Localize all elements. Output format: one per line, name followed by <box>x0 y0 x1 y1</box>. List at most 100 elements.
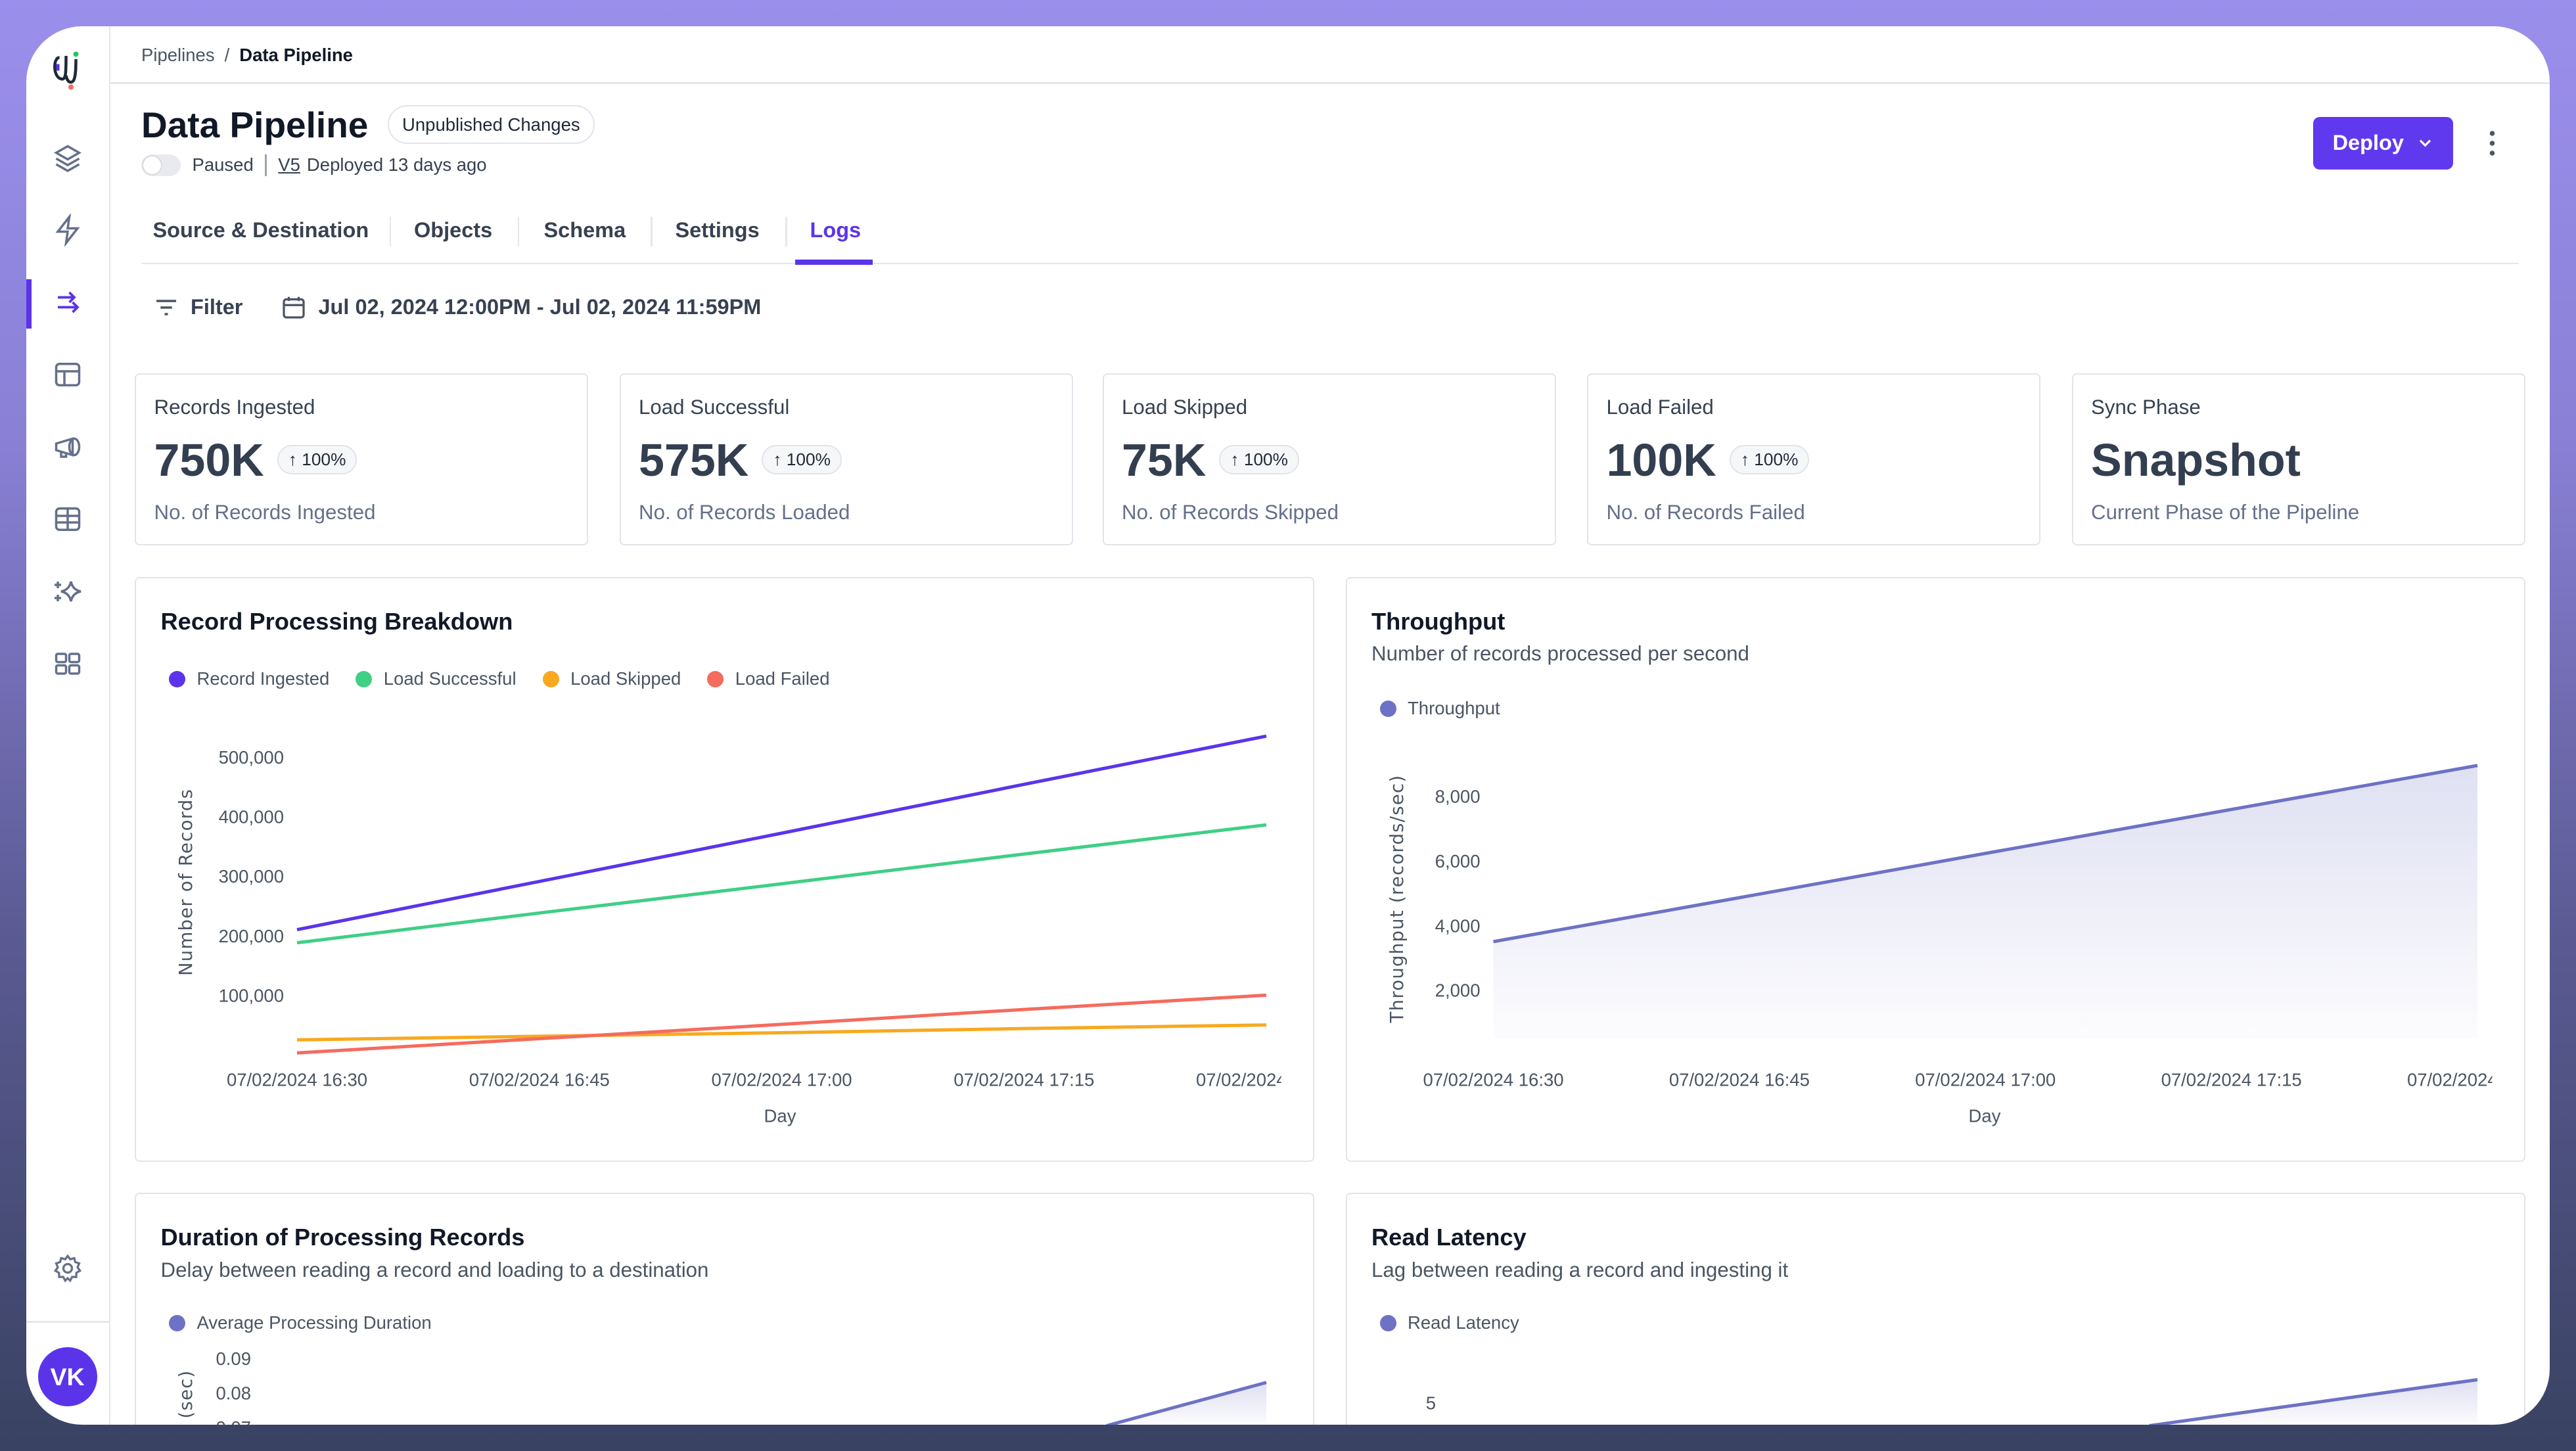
stat-subtitle: Current Phase of the Pipeline <box>2091 501 2360 524</box>
filter-icon <box>156 299 176 315</box>
chart-title: Duration of Processing Records <box>160 1224 525 1251</box>
bolt-icon[interactable] <box>51 214 84 246</box>
stat-subtitle: No. of Records Failed <box>1606 501 1805 524</box>
tab-logs[interactable]: Logs <box>810 218 862 242</box>
record-breakdown-chart: 100,000 200,000 300,000 400,000 500,000 07/02… <box>175 734 1313 1126</box>
chart-subtitle: Number of records processed per second <box>1371 642 1749 665</box>
y-axis-label: Throughput (records/sec) <box>1387 774 1408 1023</box>
stat-value: 575K <box>639 434 749 486</box>
legend-label: Load Failed <box>735 668 830 689</box>
read-latency-card: Read Latency Lag between reading a recor… <box>1345 1193 2525 1425</box>
more-options-icon[interactable] <box>2481 127 2504 160</box>
megaphone-icon[interactable] <box>51 430 84 463</box>
stat-subtitle: No. of Records Loaded <box>639 501 850 524</box>
duration-card: Duration of Processing Records Delay bet… <box>135 1193 1314 1425</box>
legend-label: Record Ingested <box>196 668 330 689</box>
tab-schema[interactable]: Schema <box>543 218 626 242</box>
status-divider <box>265 154 267 176</box>
change-value: 100% <box>302 449 346 469</box>
logo-icon[interactable] <box>51 49 84 92</box>
stat-card: Sync Phase Snapshot Current Phase of the… <box>2071 373 2525 545</box>
legend-item[interactable]: Load Skipped <box>542 668 681 689</box>
legend-item[interactable]: Throughput <box>1379 698 1500 719</box>
status-text: Paused <box>192 154 254 175</box>
calendar-icon <box>283 296 305 319</box>
x-axis-label: Day <box>1968 1105 2000 1126</box>
date-range-text: Jul 02, 2024 12:00PM - Jul 02, 2024 11:5… <box>318 295 762 319</box>
sidebar: VK <box>26 26 110 1425</box>
filter-button[interactable]: Filter <box>153 294 242 321</box>
status-row: Paused V5 Deployed 13 days ago <box>141 154 487 176</box>
legend-item[interactable]: Load Successful <box>356 668 517 689</box>
tab-divider <box>389 217 391 246</box>
legend-item[interactable]: Load Failed <box>707 668 830 689</box>
legend-swatch <box>542 670 559 687</box>
layout-icon[interactable] <box>51 358 84 391</box>
stat-subtitle: No. of Records Skipped <box>1122 501 1339 524</box>
duration-chart: 0.07 0.08 0.09 Duration (sec) <box>175 1348 1267 1425</box>
y-tick-label: 0.09 <box>216 1348 251 1369</box>
chart-legend: Record Ingested Load Successful Load Skipp… <box>169 668 830 689</box>
x-tick-label: 07/02/2024 16:30 <box>227 1069 367 1090</box>
deployed-text: Deployed 13 days ago <box>306 154 487 175</box>
chart-subtitle: Delay between reading a record and loadi… <box>160 1258 709 1281</box>
sparkle-icon[interactable] <box>51 575 84 608</box>
pause-toggle[interactable] <box>141 154 181 176</box>
apps-grid-icon[interactable] <box>51 647 84 680</box>
deploy-button[interactable]: Deploy <box>2313 116 2453 170</box>
chart-title: Record Processing Breakdown <box>160 607 513 635</box>
y-tick-label: 0.08 <box>216 1383 251 1404</box>
table-icon[interactable] <box>51 503 84 536</box>
area-fill <box>1493 765 2477 1038</box>
arrow-up-icon: ↑ <box>288 449 297 469</box>
throughput-card: Throughput Number of records processed p… <box>1345 576 2525 1162</box>
chart-legend: Read Latency <box>1379 1312 1519 1333</box>
stat-value: 100K <box>1606 434 1716 486</box>
y-tick-label: 6,000 <box>1435 850 1480 871</box>
active-indicator <box>26 279 32 329</box>
version-link[interactable]: V5 <box>278 154 300 175</box>
change-badge: ↑ 100% <box>762 445 842 474</box>
legend-swatch <box>169 670 185 687</box>
label-clip-mask <box>1281 1066 1313 1092</box>
sidebar-divider <box>26 1321 110 1323</box>
stat-subtitle: No. of Records Ingested <box>154 501 376 524</box>
x-tick-label: 07/02/2024 16:45 <box>1668 1069 1809 1090</box>
legend-swatch <box>1379 1314 1396 1331</box>
chart-legend: Throughput <box>1379 698 1500 719</box>
series-line-average-processing-duration <box>1106 1381 1267 1425</box>
tab-settings[interactable]: Settings <box>675 218 760 242</box>
legend-label: Load Skipped <box>570 668 681 689</box>
layers-icon[interactable] <box>51 141 84 174</box>
date-range-picker[interactable]: Jul 02, 2024 12:00PM - Jul 02, 2024 11:5… <box>281 294 761 321</box>
change-badge: ↑ 100% <box>1219 445 1299 474</box>
stat-label: Records Ingested <box>154 396 315 419</box>
legend-item[interactable]: Read Latency <box>1379 1312 1519 1333</box>
stat-value: 75K <box>1122 434 1207 486</box>
y-axis-label: Number of Records <box>175 788 196 975</box>
legend-item[interactable]: Record Ingested <box>169 668 329 689</box>
legend-label: Throughput <box>1408 698 1500 718</box>
gear-icon[interactable] <box>51 1252 84 1285</box>
series-line-load-failed <box>296 993 1267 1055</box>
x-tick-label: 07/02/2024 16:45 <box>469 1069 610 1090</box>
avatar[interactable]: VK <box>37 1347 97 1406</box>
y-tick-label: 400,000 <box>219 806 284 827</box>
x-tick-label: 07/02/2024 17:15 <box>954 1069 1094 1090</box>
series-line-load-skipped <box>296 1023 1267 1042</box>
legend-item[interactable]: Average Processing Duration <box>169 1312 432 1333</box>
tab-bar: Source & Destination Objects Schema Sett… <box>141 214 2519 265</box>
breadcrumb-pipelines[interactable]: Pipelines <box>141 44 215 65</box>
tab-source-destination[interactable]: Source & Destination <box>152 218 369 242</box>
y-tick-label: 5 <box>1425 1393 1435 1414</box>
tab-objects[interactable]: Objects <box>414 218 493 242</box>
stat-card: Load Skipped 75K ↑ 100% No. of Records Sk… <box>1102 373 1556 545</box>
header-divider <box>110 82 2550 84</box>
stat-card: Load Failed 100K ↑ 100% No. of Records Fa… <box>1587 373 2040 545</box>
arrow-up-icon: ↑ <box>773 449 782 469</box>
stat-label: Sync Phase <box>2091 396 2201 419</box>
legend-swatch <box>707 670 724 687</box>
pipeline-arrows-icon[interactable] <box>51 286 84 319</box>
x-tick-label: 07/02/2024 17:00 <box>711 1069 852 1090</box>
